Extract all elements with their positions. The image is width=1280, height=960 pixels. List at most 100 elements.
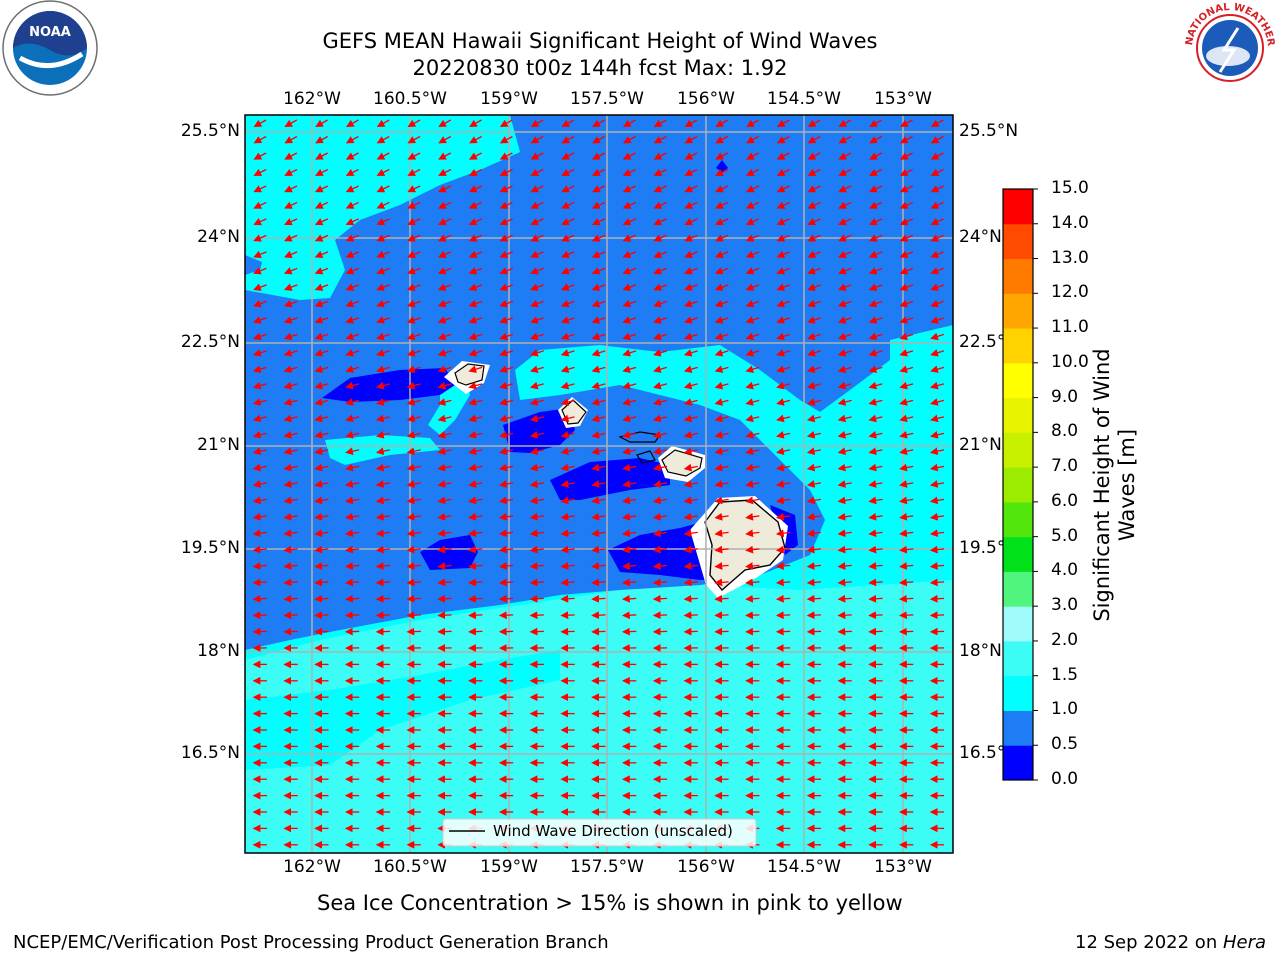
wind-wave-arrow [868, 234, 883, 242]
wind-wave-arrow [468, 447, 483, 456]
wind-wave-arrow [499, 349, 514, 357]
nws-logo: NATIONAL WEATHER SERVICE [0, 0, 1277, 95]
wind-wave-arrow [837, 611, 852, 620]
wind-wave-arrow [529, 332, 544, 341]
wind-wave-arrow [899, 316, 914, 324]
wind-wave-arrow [930, 299, 944, 308]
wind-wave-arrow [683, 299, 698, 308]
wind-wave-arrow [437, 529, 452, 538]
colorbar-label: 9.0 [1051, 386, 1079, 407]
wind-wave-arrow [345, 119, 359, 128]
wind-wave-arrow [745, 512, 760, 521]
wind-wave-arrow [283, 578, 298, 587]
wind-wave-arrow [652, 545, 668, 554]
wind-wave-arrow [837, 414, 852, 423]
wind-wave-arrow [253, 119, 267, 128]
wind-wave-arrow [838, 152, 852, 160]
wind-wave-arrow [684, 250, 698, 259]
wind-wave-arrow [653, 201, 667, 209]
wind-wave-arrow [715, 185, 729, 193]
wind-wave-arrow [899, 185, 913, 193]
wind-wave-arrow [284, 152, 298, 160]
lon-label-bottom: 156°W [677, 857, 735, 877]
wind-wave-arrow [838, 135, 852, 144]
wind-wave-arrow [437, 611, 452, 620]
wind-wave-arrow [714, 463, 729, 472]
wind-wave-arrow [252, 414, 267, 423]
wind-wave-arrow [407, 119, 421, 128]
wind-wave-arrow [806, 496, 822, 505]
wind-wave-arrow [530, 168, 544, 176]
colorbar-title: Significant Height of Wind Waves [m] [1090, 348, 1139, 622]
wind-wave-arrow [530, 135, 544, 144]
wind-wave-arrow [653, 185, 667, 193]
wind-wave-arrow [468, 365, 483, 373]
wind-wave-arrow [468, 201, 483, 209]
wind-wave-arrow [838, 201, 852, 209]
wind-wave-arrow [314, 496, 329, 505]
wind-wave-arrow [683, 365, 698, 373]
wind-wave-arrow [653, 398, 668, 406]
colorbar-label: 0.0 [1051, 769, 1079, 789]
wind-wave-arrow [838, 234, 852, 242]
wind-wave-arrow [498, 496, 514, 505]
wind-wave-arrow [807, 349, 821, 357]
wind-wave-arrow [653, 299, 667, 308]
wind-wave-arrow [837, 512, 852, 521]
wind-wave-arrow [807, 135, 821, 144]
lon-label-top: 154.5°W [767, 89, 841, 109]
wind-wave-arrow [406, 381, 421, 390]
wind-wave-arrow [438, 152, 452, 160]
wind-wave-arrow [252, 447, 267, 456]
wind-wave-arrow [807, 201, 821, 209]
wind-wave-arrow [345, 218, 359, 226]
wind-wave-arrow [468, 283, 483, 291]
wind-wave-arrow [868, 611, 883, 620]
colorbar-label: 15.0 [1051, 178, 1089, 198]
wind-wave-arrow [837, 545, 852, 554]
wind-wave-arrow [437, 316, 452, 324]
wind-wave-arrow [252, 332, 267, 341]
wind-wave-arrow [683, 332, 698, 341]
wind-wave-arrow [345, 250, 360, 259]
wind-wave-arrow [868, 267, 883, 275]
wind-wave-arrow [314, 299, 329, 308]
wind-wave-arrow [745, 283, 760, 291]
wind-wave-arrow [622, 430, 637, 439]
wind-wave-arrow [499, 168, 513, 176]
lat-label-left: 22.5°N [180, 332, 240, 352]
wind-wave-arrow [807, 218, 821, 226]
wind-wave-arrow [837, 463, 852, 472]
wind-wave-arrow [560, 611, 575, 620]
wind-wave-arrow [345, 529, 360, 538]
wind-wave-arrow [930, 119, 944, 128]
colorbar-segment [1003, 675, 1033, 711]
lat-label-left: 18°N [197, 641, 240, 661]
colorbar-segment [1003, 571, 1033, 607]
wind-wave-arrow [683, 578, 698, 587]
wind-wave-arrow [345, 365, 360, 373]
wind-wave-arrow [499, 218, 513, 226]
wind-wave-arrow [345, 201, 359, 209]
wind-wave-arrow [314, 578, 329, 587]
wind-wave-arrow [499, 332, 514, 341]
wind-wave-arrow [869, 185, 883, 193]
wind-wave-arrow [314, 250, 329, 259]
wind-wave-arrow [622, 152, 636, 160]
wind-wave-arrow [283, 512, 298, 521]
lat-label-right: 21°N [959, 435, 1002, 455]
wind-wave-arrow [684, 185, 698, 193]
wind-wave-arrow [376, 185, 390, 193]
wind-wave-arrow [560, 398, 575, 406]
wind-wave-arrow [468, 463, 483, 472]
wind-wave-arrow [345, 398, 360, 406]
wind-wave-arrow [468, 168, 482, 176]
wind-wave-arrow [653, 250, 667, 258]
wind-wave-arrow [714, 349, 729, 357]
lat-label-left: 21°N [197, 435, 240, 455]
wind-wave-arrow [530, 218, 544, 226]
wind-wave-arrow [375, 447, 391, 456]
wind-wave-arrow [345, 185, 359, 193]
colorbar-label: 11.0 [1051, 317, 1089, 338]
wind-wave-arrow [775, 578, 791, 587]
